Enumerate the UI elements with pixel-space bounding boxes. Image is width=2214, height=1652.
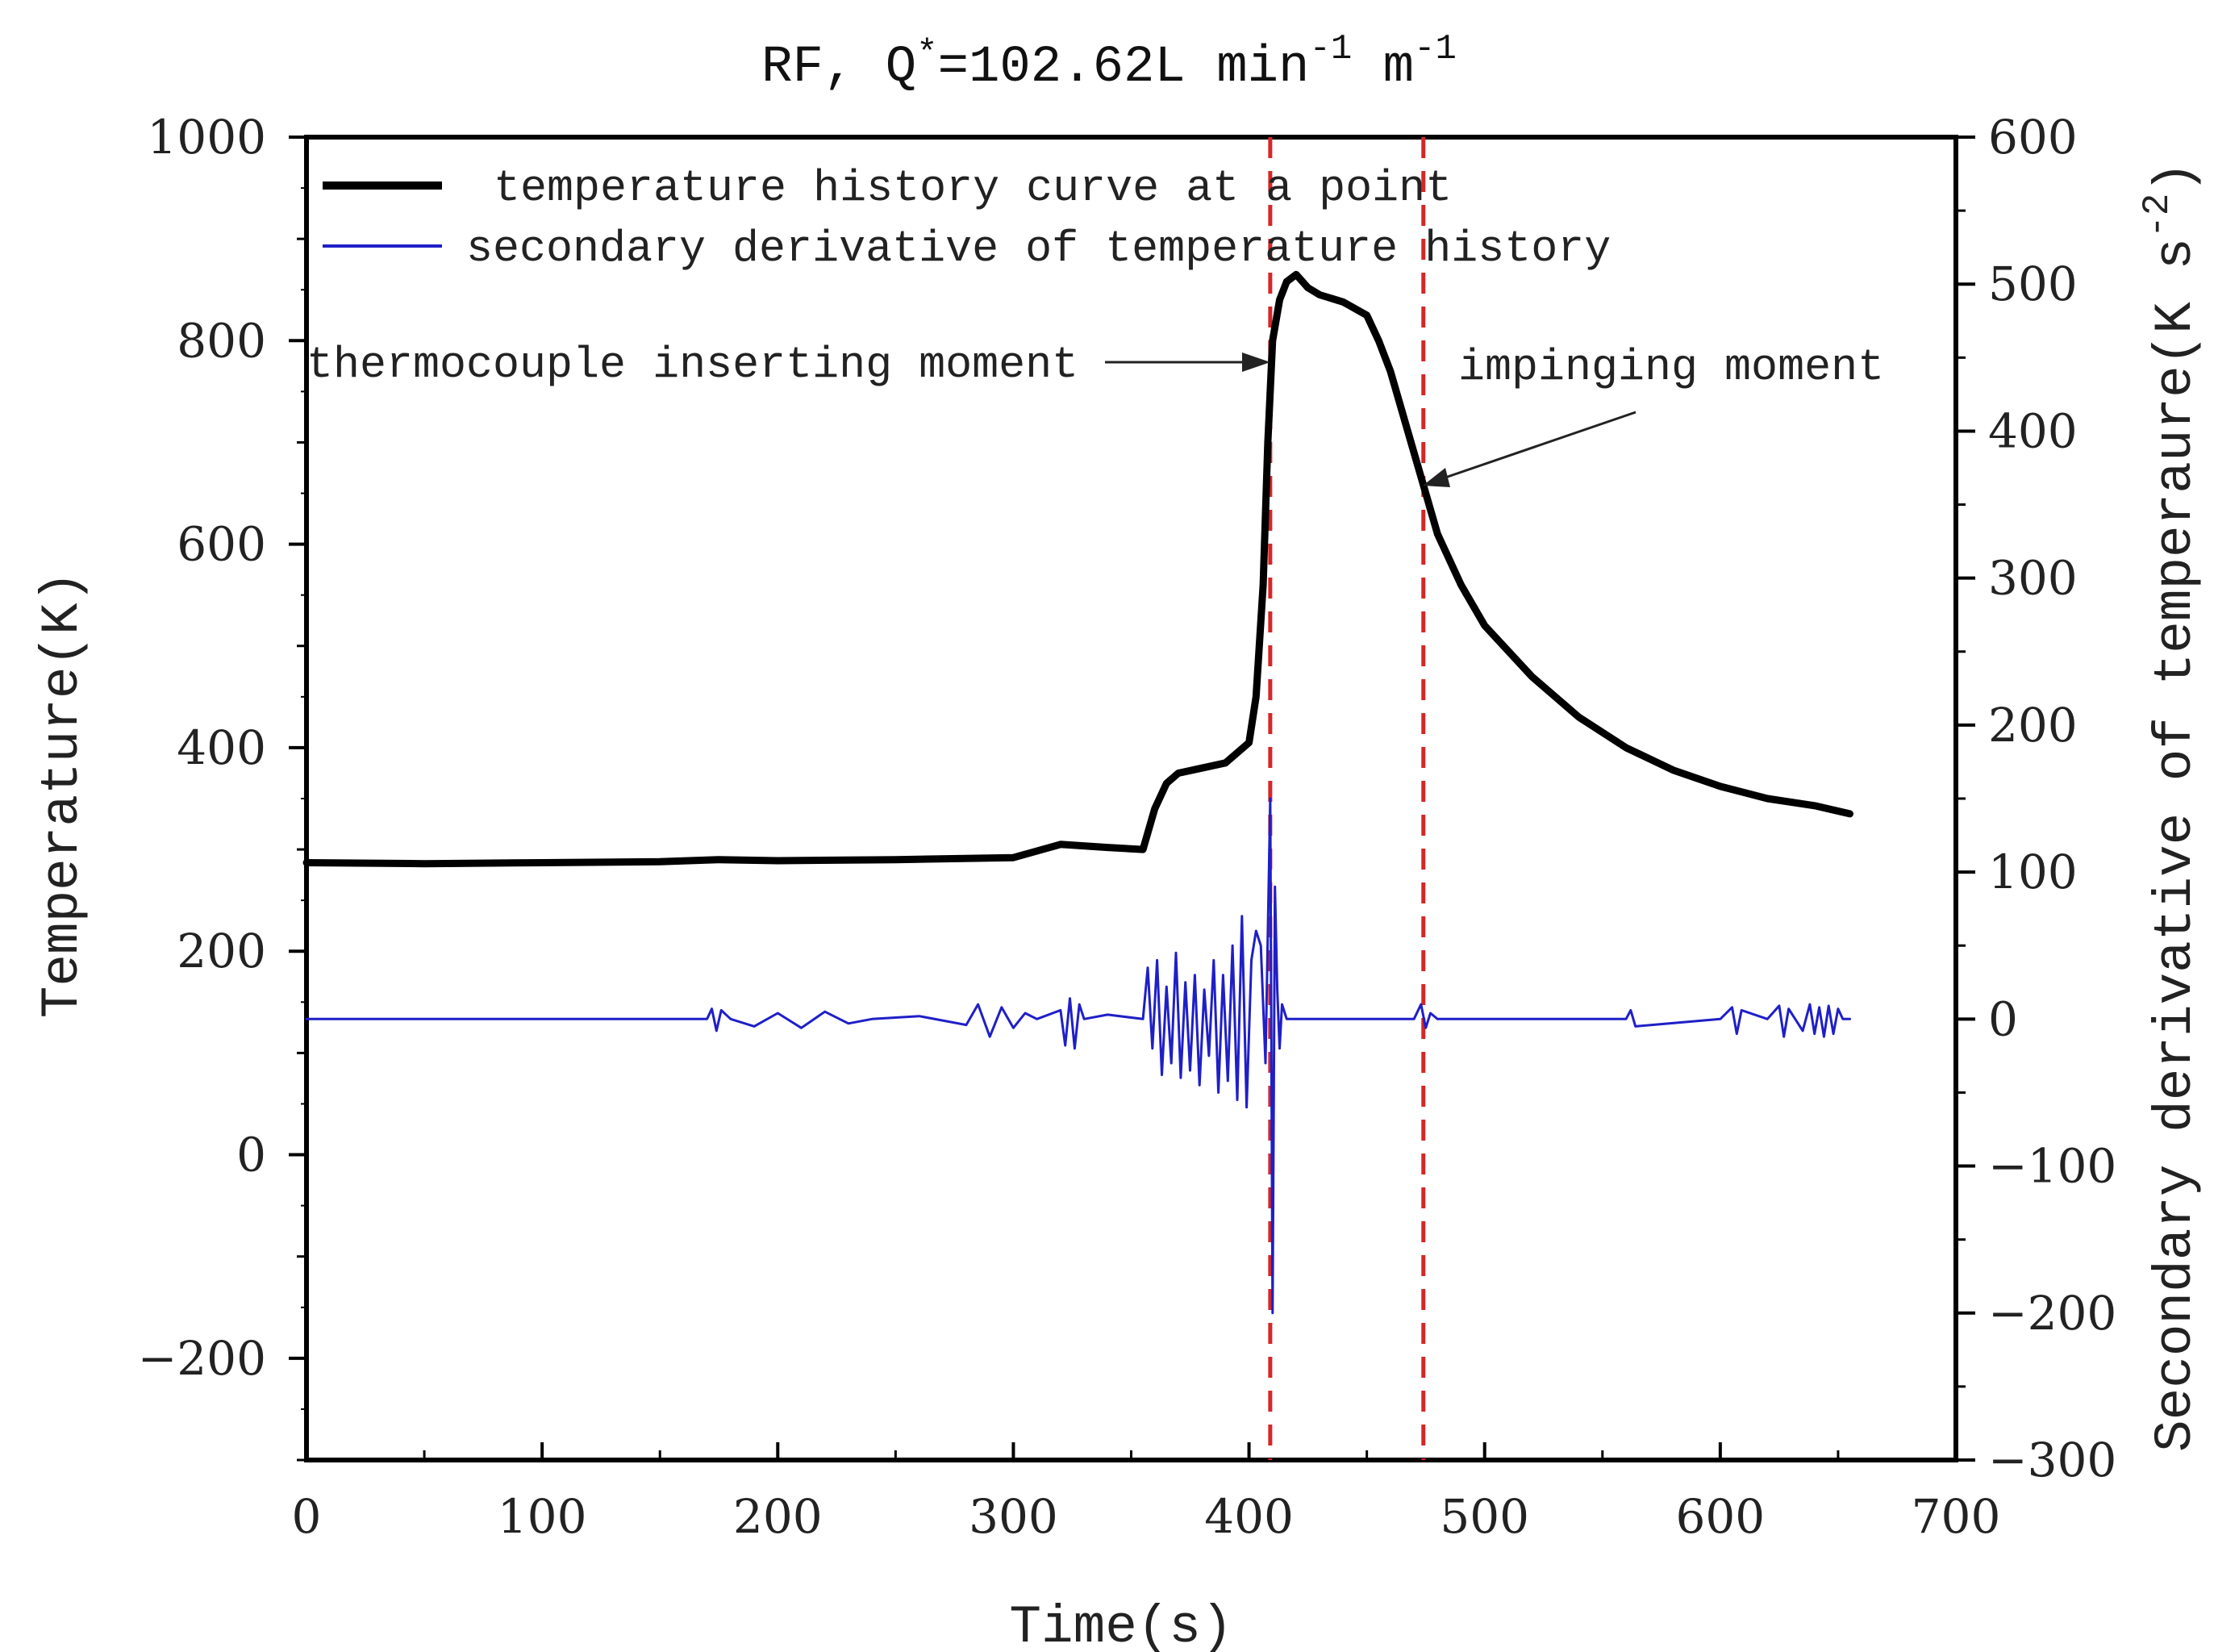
- annotation-impinging-text: impinging moment: [1458, 342, 1884, 393]
- y-tick-label-3: 400: [177, 720, 266, 775]
- y2-axis-label: Secondary derivative of temperaure(K s-2…: [2137, 161, 2206, 1452]
- legend-label-temperature: temperature history curve at a point: [494, 163, 1452, 214]
- title-unit2: m: [1352, 39, 1414, 97]
- y2-tick-label-6: 300: [1988, 551, 2078, 606]
- title-exp2: -1: [1414, 29, 1457, 69]
- y-tick-label-5: 800: [177, 313, 266, 368]
- plot-frame: [304, 135, 1958, 1462]
- x-tick-label-7: 700: [1912, 1489, 2001, 1544]
- annotation-impinging-arrowhead: [1423, 468, 1450, 487]
- title-exp1: -1: [1309, 29, 1352, 69]
- annotation-impinging-arrow: [1445, 411, 1637, 479]
- y-tick-label-1: 0: [236, 1128, 266, 1183]
- x-tick-label-2: 200: [733, 1489, 823, 1544]
- y-tick-label-2: 200: [177, 924, 266, 978]
- y2-tick-label-8: 500: [1988, 257, 2078, 311]
- x-axis-label: Time(s): [1009, 1597, 1232, 1652]
- y-axis-label: Temperature(K): [32, 571, 93, 1019]
- title-value: =102.62L min: [938, 39, 1310, 97]
- legend: temperature history curve at a point sec…: [323, 163, 1611, 274]
- y2-label-close: ): [2145, 161, 2206, 194]
- ticks-layer: 0 100 200 300 400 500 600 700 −200 0 200 400 600 800 1…: [138, 110, 2117, 1544]
- y2-tick-label-2: −100: [1988, 1139, 2116, 1194]
- title-prefix: RF, Q: [761, 39, 916, 97]
- y-tick-label-6: 1000: [147, 110, 266, 165]
- y2-tick-label-4: 100: [1988, 845, 2078, 899]
- y2-label-text: Secondary derivative of temperaure(K s: [2145, 238, 2206, 1452]
- y2-tick-label-5: 200: [1988, 698, 2078, 753]
- x-tick-label-6: 600: [1675, 1489, 1765, 1544]
- title-star: *: [916, 34, 937, 74]
- annotations: thermocouple inserting moment impinging …: [306, 340, 1884, 487]
- y2-tick-label-7: 400: [1988, 403, 2078, 458]
- y2-tick-label-3: 0: [1988, 991, 2018, 1046]
- y2-label-exp: -2: [2137, 194, 2179, 238]
- vline-layer: [1268, 137, 1426, 1460]
- x-tick-label-1: 100: [498, 1489, 587, 1544]
- y-tick-label-4: 600: [177, 517, 266, 572]
- x-tick-label-0: 0: [292, 1489, 322, 1544]
- y2-tick-label-0: −300: [1988, 1433, 2116, 1487]
- annotation-inserting-arrowhead: [1242, 353, 1270, 372]
- series-layer: [302, 270, 1853, 1315]
- derivative-series-line: [305, 797, 1851, 1315]
- y2-tick-label-9: 600: [1988, 110, 2078, 165]
- temperature-series-line: [302, 270, 1853, 868]
- annotation-inserting-text: thermocouple inserting moment: [306, 340, 1078, 390]
- x-tick-label-5: 500: [1440, 1489, 1529, 1544]
- y2-tick-label-1: −200: [1988, 1286, 2116, 1341]
- chart-title: RF, Q*=102.62L min-1 m-1: [761, 29, 1457, 97]
- x-tick-label-3: 300: [969, 1489, 1058, 1544]
- x-tick-label-4: 400: [1204, 1489, 1294, 1544]
- legend-label-derivative: secondary derivative of temperature hist…: [466, 223, 1611, 274]
- y-tick-label-0: −200: [138, 1331, 266, 1386]
